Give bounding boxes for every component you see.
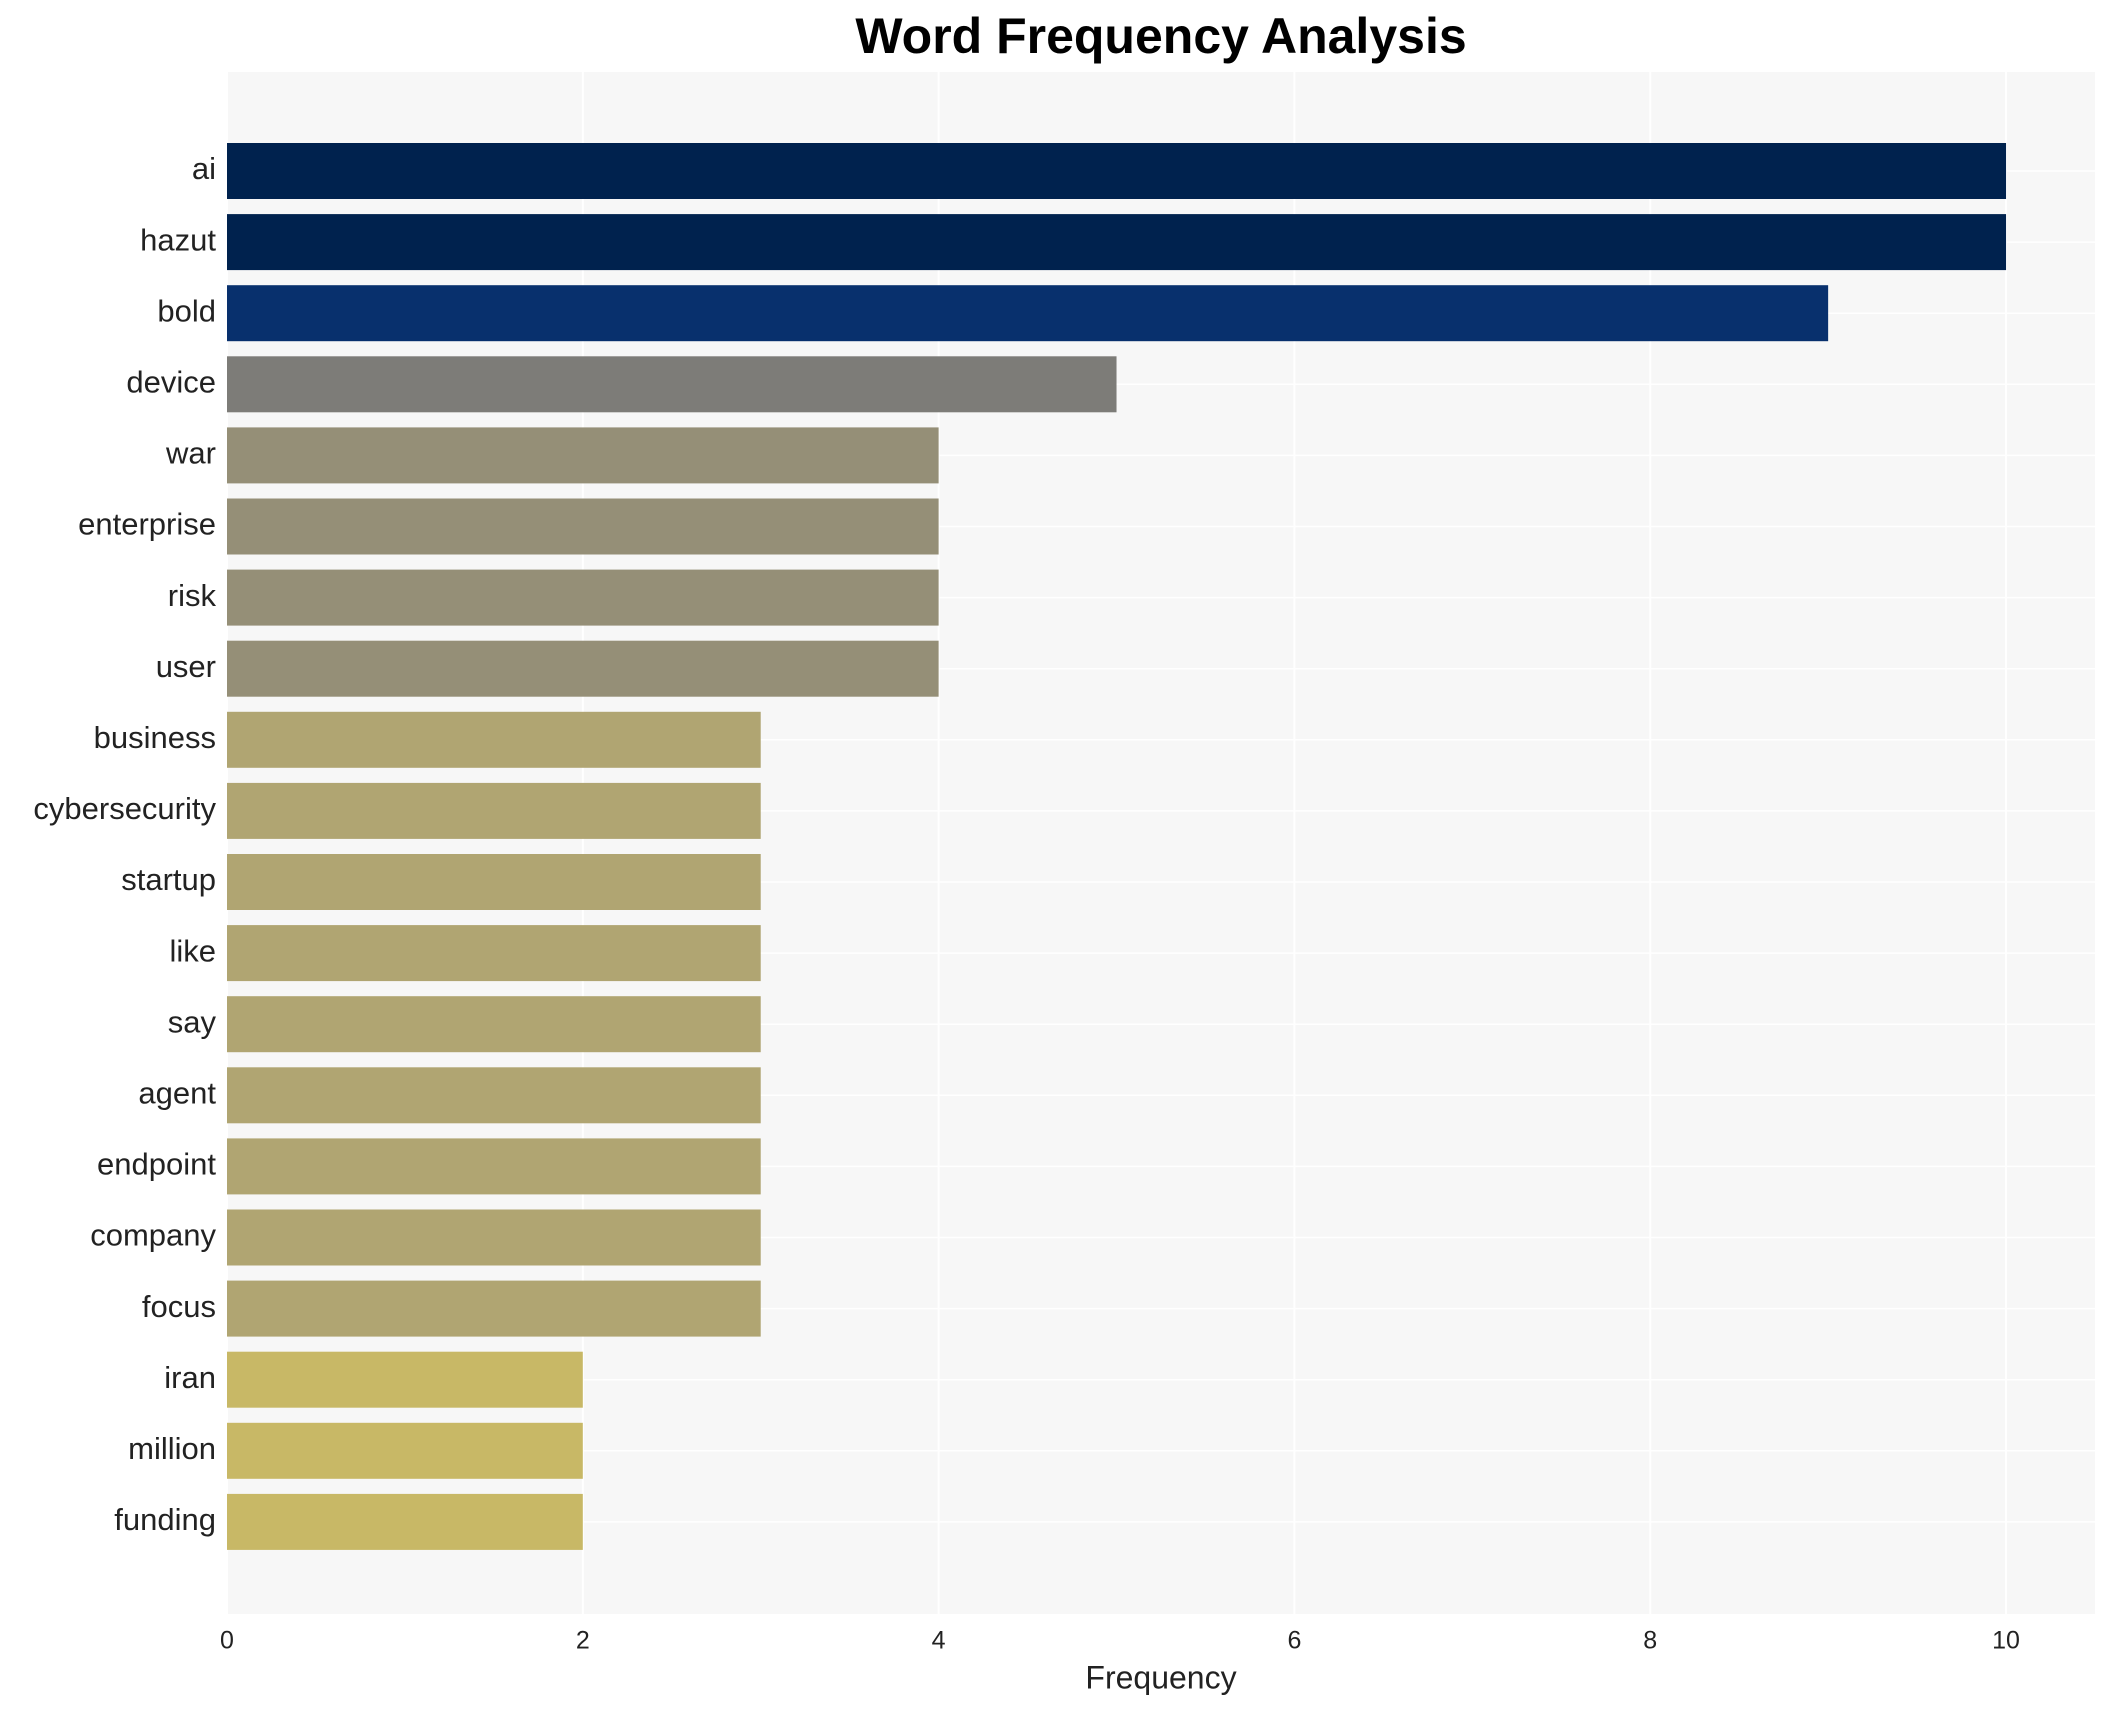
x-tick-label: 2	[576, 1627, 590, 1655]
bar	[227, 214, 2007, 271]
y-tick-label: cybersecurity	[33, 791, 216, 826]
y-tick-label: million	[128, 1431, 216, 1466]
y-tick-label: user	[156, 649, 216, 684]
y-tick-label: war	[165, 436, 216, 471]
x-axis-label: Frequency	[1085, 1659, 1236, 1695]
bar	[227, 143, 2007, 199]
bar	[227, 1351, 583, 1408]
bar	[227, 1493, 583, 1550]
y-tick-label: funding	[114, 1502, 216, 1537]
y-tick-label: iran	[164, 1360, 216, 1395]
x-tick-label: 6	[1287, 1627, 1301, 1655]
bar	[227, 1067, 761, 1124]
y-tick-label: device	[126, 364, 216, 399]
x-tick-label: 8	[1643, 1627, 1657, 1655]
bar	[227, 1280, 761, 1337]
bar	[227, 356, 1117, 413]
y-tick-label: enterprise	[78, 507, 216, 542]
bar	[227, 854, 761, 910]
bar	[227, 640, 939, 697]
y-tick-label: endpoint	[97, 1147, 216, 1182]
x-tick-label: 10	[1992, 1627, 2020, 1655]
bar	[227, 427, 939, 484]
y-tick-label: hazut	[140, 222, 216, 257]
bar	[227, 782, 761, 839]
bar	[227, 1209, 761, 1266]
bar	[227, 569, 939, 626]
y-tick-label: ai	[192, 151, 216, 186]
y-tick-label: risk	[168, 578, 217, 613]
chart-title: Word Frequency Analysis	[855, 8, 1466, 64]
bar	[227, 285, 1829, 342]
bar	[227, 711, 761, 768]
bar	[227, 925, 761, 982]
y-tick-label: agent	[138, 1075, 216, 1110]
y-tick-label: startup	[121, 862, 216, 897]
y-tick-label: company	[90, 1218, 216, 1253]
bar	[227, 996, 761, 1053]
bar	[227, 498, 939, 555]
bar	[227, 1138, 761, 1195]
y-tick-label: say	[168, 1004, 217, 1039]
bar	[227, 1422, 583, 1479]
y-tick-label: bold	[157, 293, 216, 328]
x-tick-label: 4	[932, 1627, 946, 1655]
y-tick-label: like	[169, 933, 216, 968]
x-tick-label: 0	[220, 1627, 234, 1655]
y-tick-label: business	[94, 720, 216, 755]
y-tick-label: focus	[142, 1289, 216, 1324]
